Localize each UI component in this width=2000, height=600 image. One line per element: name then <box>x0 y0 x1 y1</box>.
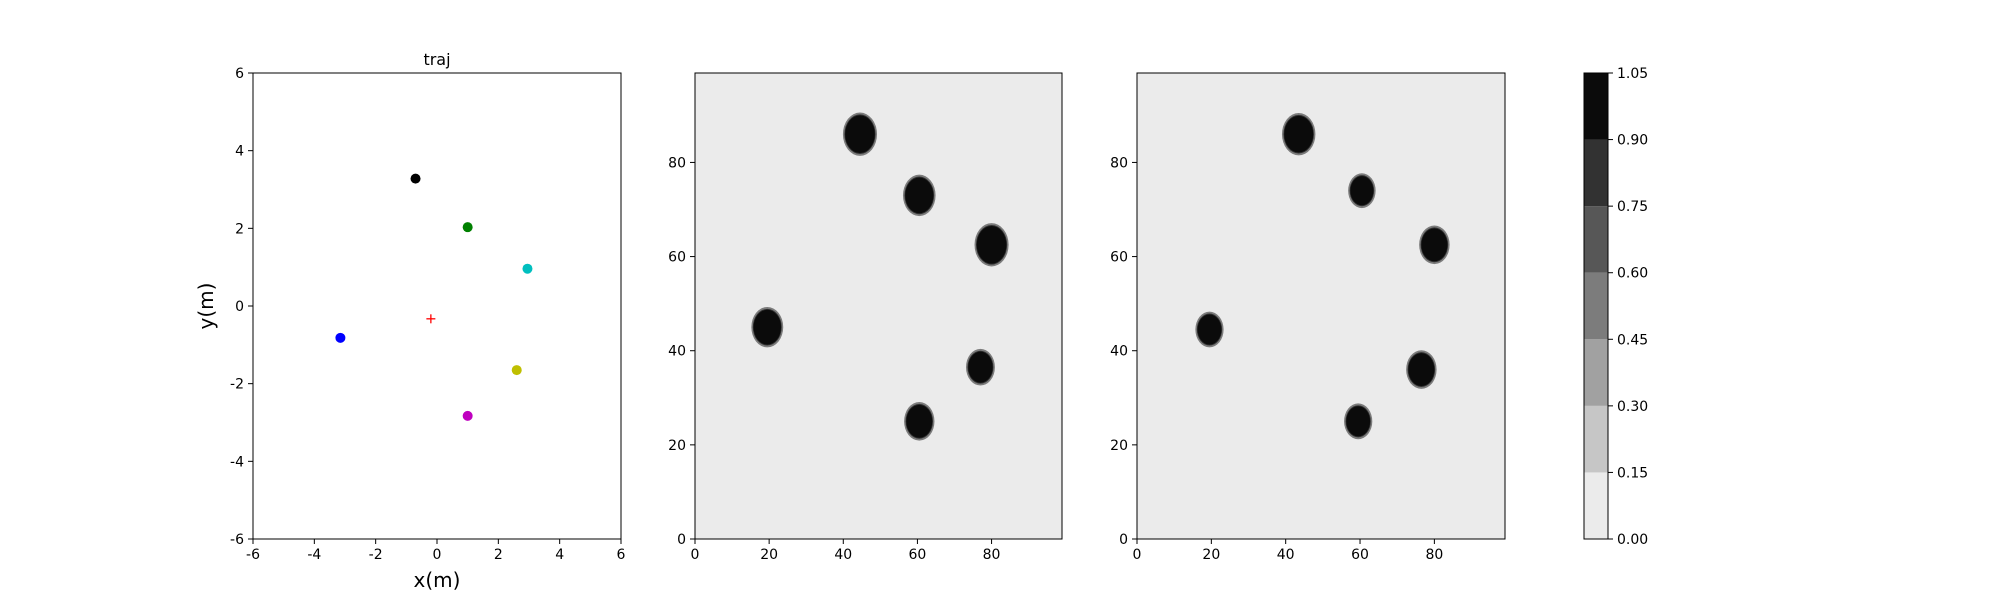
obstacle-blob <box>1195 311 1224 348</box>
scatter-point <box>462 222 473 233</box>
blob-core <box>976 225 1007 264</box>
heatmap-panel-2: 0 20 40 60 80 0 20 40 60 80 <box>1110 72 1506 563</box>
obstacle-blob <box>1419 225 1450 265</box>
colorbar-band <box>1584 472 1608 539</box>
x-tick-label: -2 <box>369 547 383 563</box>
colorbar-tick-label: 0.15 <box>1617 465 1648 481</box>
y-tick-label: 60 <box>1110 250 1128 266</box>
x-tick-label: -4 <box>307 547 321 563</box>
obstacle-blob <box>902 174 936 217</box>
colorbar: 0.00 0.15 0.30 0.45 0.60 0.75 0.90 1.05 <box>1583 66 1648 548</box>
obstacle-blob <box>1406 350 1437 389</box>
x-axis-label: x(m) <box>414 568 461 592</box>
y-tick-label: 80 <box>668 155 686 171</box>
colorbar-band <box>1584 272 1608 340</box>
obstacle-blob <box>1348 173 1376 209</box>
colorbar-band <box>1584 339 1608 406</box>
scatter-point <box>410 173 421 184</box>
plot-frame <box>694 72 1063 540</box>
blob-core <box>845 115 875 154</box>
x-tick-label: 0 <box>1133 547 1142 563</box>
obstacle-blob <box>974 223 1009 267</box>
x-tick-label: 40 <box>1277 547 1295 563</box>
heatmap-panel-1: 0 20 40 60 80 0 20 40 60 80 <box>668 72 1063 563</box>
x-tick-label: 60 <box>1351 547 1369 563</box>
colorbar-frame <box>1583 72 1609 540</box>
colorbar-tick-label: 0.90 <box>1617 133 1648 149</box>
blob-core <box>753 309 782 345</box>
colorbar-band <box>1584 139 1608 207</box>
y-tick-label: 0 <box>677 532 686 548</box>
blob-core <box>1284 115 1314 153</box>
blob-core <box>968 351 993 383</box>
plot-frame <box>1136 72 1506 540</box>
colorbar-tick-label: 0.75 <box>1617 199 1648 215</box>
x-tick-label: 20 <box>1202 547 1220 563</box>
colorbar-tick-label: 1.05 <box>1617 66 1648 82</box>
scatter-point <box>511 365 522 376</box>
scatter-point <box>522 263 533 274</box>
y-axis-label: y(m) <box>194 283 218 330</box>
y-tick-label: 20 <box>668 438 686 454</box>
y-tick-label: 4 <box>235 144 244 160</box>
heatmap-background <box>1137 73 1505 539</box>
heatmap-background <box>695 73 1062 539</box>
x-tick-label: 40 <box>834 547 852 563</box>
trajectory-panel: -6 -4 -2 0 2 4 6 -6 -4 -2 0 2 4 6 traj x(m) y(m) <box>194 50 626 592</box>
goal-marker <box>426 314 436 324</box>
x-tick-label: 0 <box>433 547 442 563</box>
obstacle-blob <box>965 348 995 386</box>
blob-core <box>1421 228 1448 262</box>
y-tick-label: 40 <box>1110 344 1128 360</box>
y-tick-label: 20 <box>1110 438 1128 454</box>
obstacle-blob <box>842 112 878 156</box>
obstacle-blob <box>751 306 784 348</box>
colorbar-tick-label: 0.45 <box>1617 332 1648 348</box>
obstacle-blob <box>1344 403 1373 440</box>
obstacle-blob <box>1281 113 1316 156</box>
x-tick-label: -6 <box>246 547 260 563</box>
x-tick-label: 80 <box>983 547 1001 563</box>
y-tick-label: 0 <box>235 299 244 315</box>
blob-core <box>1408 353 1435 387</box>
x-tick-label: 60 <box>909 547 927 563</box>
y-tick-label: 80 <box>1110 155 1128 171</box>
x-tick-label: 20 <box>760 547 778 563</box>
y-tick-label: 6 <box>235 66 244 82</box>
x-tick-label: 6 <box>617 547 626 563</box>
colorbar-tick-label: 0.60 <box>1617 266 1648 282</box>
blob-core <box>1346 406 1371 437</box>
x-tick-label: 4 <box>555 547 564 563</box>
obstacle-blob <box>904 402 935 441</box>
scatter-point <box>462 410 473 421</box>
x-tick-label: 80 <box>1425 547 1443 563</box>
colorbar-tick-label: 0.00 <box>1617 532 1648 548</box>
y-tick-label: -2 <box>230 377 244 393</box>
plot-area <box>252 72 622 540</box>
colorbar-band <box>1584 73 1608 140</box>
y-tick-label: 0 <box>1119 532 1128 548</box>
y-tick-label: -4 <box>230 454 244 470</box>
x-tick-label: 0 <box>691 547 700 563</box>
y-tick-label: -6 <box>230 532 244 548</box>
colorbar-tick-label: 0.30 <box>1617 399 1648 415</box>
y-tick-label: 40 <box>668 344 686 360</box>
blob-core <box>906 404 933 438</box>
blob-core <box>1197 314 1222 345</box>
blob-core <box>905 177 934 214</box>
colorbar-band <box>1584 206 1608 273</box>
y-tick-label: 2 <box>235 221 244 237</box>
y-tick-label: 60 <box>668 250 686 266</box>
x-tick-label: 2 <box>494 547 503 563</box>
blob-core <box>1350 176 1374 206</box>
chart-title: traj <box>423 50 450 69</box>
colorbar-band <box>1584 405 1608 473</box>
scatter-point <box>335 332 346 343</box>
